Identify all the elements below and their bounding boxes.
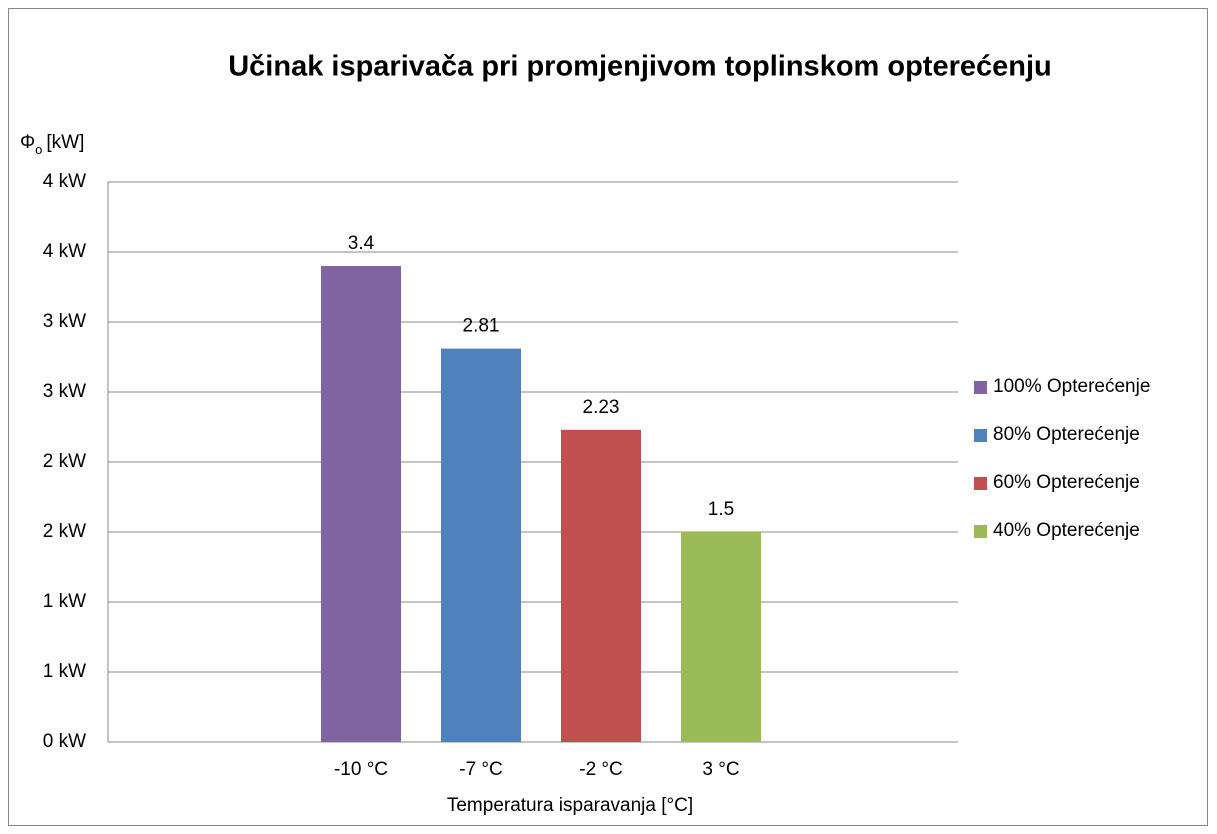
value-label: 3.4 bbox=[348, 233, 375, 254]
chart-title: Učinak isparivača pri promjenjivom topli… bbox=[228, 51, 1052, 83]
x-tick-label: -2 °C bbox=[579, 759, 623, 780]
x-tick-label: -7 °C bbox=[459, 759, 503, 780]
bar bbox=[321, 266, 401, 742]
y-tick-label: 1 kW bbox=[43, 591, 86, 612]
y-tick-label: 3 kW bbox=[43, 311, 86, 332]
legend-swatch bbox=[974, 381, 987, 394]
bar bbox=[681, 532, 761, 742]
y-tick-label: 2 kW bbox=[43, 451, 86, 472]
value-label: 1.5 bbox=[708, 499, 734, 520]
legend-swatch bbox=[974, 477, 987, 490]
x-tick-label: 3 °C bbox=[702, 759, 739, 780]
legend-label: 100% Opterećenje bbox=[993, 376, 1150, 397]
x-tick-label: -10 °C bbox=[334, 759, 388, 780]
y-tick-label: 1 kW bbox=[43, 661, 86, 682]
legend-label: 80% Opterećenje bbox=[993, 424, 1140, 445]
legend-label: 40% Opterećenje bbox=[993, 520, 1140, 541]
y-tick-label: 2 kW bbox=[43, 521, 86, 542]
x-axis-label: Temperatura isparavanja [°C] bbox=[447, 795, 693, 816]
y-tick-label: 4 kW bbox=[43, 241, 86, 262]
legend-swatch bbox=[974, 429, 987, 442]
y-axis-label: Φo [kW] bbox=[20, 132, 84, 157]
value-label: 2.23 bbox=[583, 397, 620, 418]
legend-label: 60% Opterećenje bbox=[993, 472, 1140, 493]
bar bbox=[561, 429, 641, 742]
legend-swatch bbox=[974, 525, 987, 538]
value-label: 2.81 bbox=[463, 316, 500, 337]
bar bbox=[441, 348, 521, 742]
y-tick-label: 0 kW bbox=[43, 731, 86, 752]
y-tick-label: 3 kW bbox=[43, 381, 86, 402]
y-tick-label: 4 kW bbox=[43, 171, 86, 192]
